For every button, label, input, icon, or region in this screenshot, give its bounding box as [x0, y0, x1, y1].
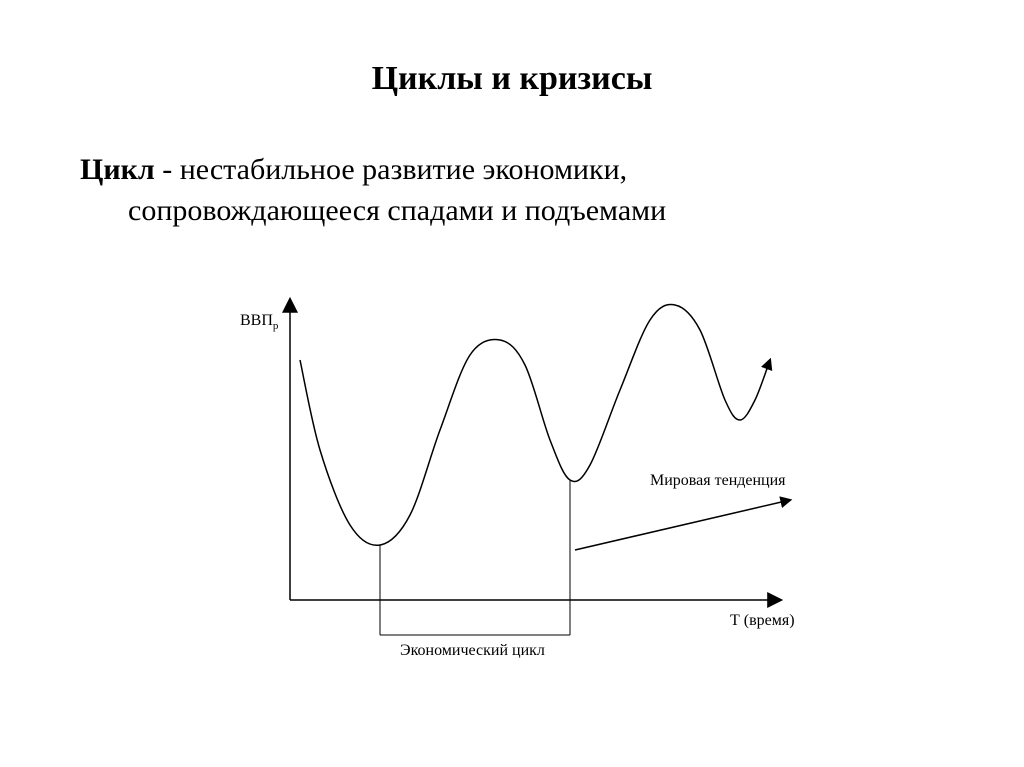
chart-bg: [170, 290, 870, 690]
economic-cycle-chart: ВВПрТ (время)Экономический циклМировая т…: [170, 290, 870, 690]
page-title: Циклы и кризисы: [0, 60, 1024, 98]
definition-line2: сопровождающееся спадами и подъемами: [80, 191, 950, 232]
trend-label: Мировая тенденция: [650, 472, 786, 489]
slide-page: Циклы и кризисы Цикл - нестабильное разв…: [0, 0, 1024, 767]
definition-term: Цикл: [80, 153, 155, 186]
definition-line1: - нестабильное развитие экономики,: [155, 153, 627, 186]
cycle-label: Экономический цикл: [400, 642, 545, 659]
x-axis-label: Т (время): [730, 612, 795, 629]
definition-text: Цикл - нестабильное развитие экономики, …: [80, 150, 950, 231]
chart-svg: ВВПрТ (время)Экономический циклМировая т…: [170, 290, 870, 690]
